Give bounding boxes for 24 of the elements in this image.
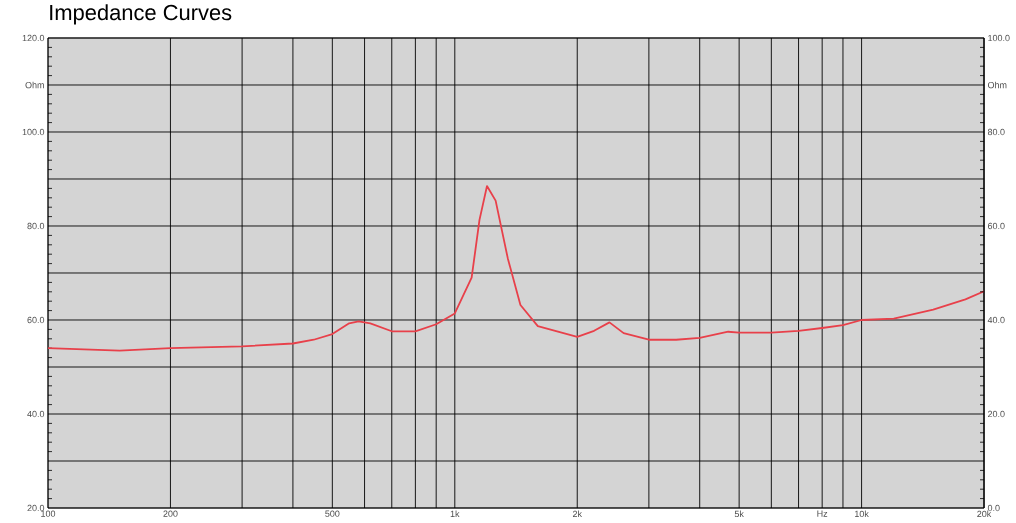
x-tick-label: 1k — [450, 510, 460, 518]
x-tick-label: 10k — [855, 510, 869, 518]
x-tick-label: 2k — [572, 510, 582, 518]
y2-tick-label: 80.0 — [987, 128, 1005, 136]
y-tick-label: Ohm — [25, 81, 44, 89]
y2-tick-label: 40.0 — [987, 316, 1005, 324]
y2-tick-label: 100.0 — [988, 34, 1010, 42]
y2-tick-label: 60.0 — [987, 222, 1005, 230]
y-tick-label: 120.0 — [22, 34, 45, 42]
y2-tick-label: 20.0 — [987, 410, 1005, 418]
x-tick-label: 500 — [325, 510, 340, 517]
x-tick-label: Hz — [817, 510, 828, 517]
y-tick-label: 20.0 — [27, 504, 45, 512]
y-tick-label: 80.0 — [27, 222, 45, 230]
x-tick-label: 100 — [41, 510, 56, 517]
y2-tick-label: 0.0 — [987, 504, 1000, 512]
y-tick-label: 60.0 — [27, 316, 45, 324]
y-tick-label: 40.0 — [27, 410, 45, 418]
chart-title: Impedance Curves — [50, 4, 232, 25]
x-tick-label: 20k — [977, 510, 992, 518]
x-tick-label: 5k — [734, 510, 744, 518]
y-tick-label: 100.0 — [22, 128, 45, 136]
y2-tick-label: Ohm — [987, 81, 1007, 89]
x-tick-label: 200 — [163, 510, 178, 517]
